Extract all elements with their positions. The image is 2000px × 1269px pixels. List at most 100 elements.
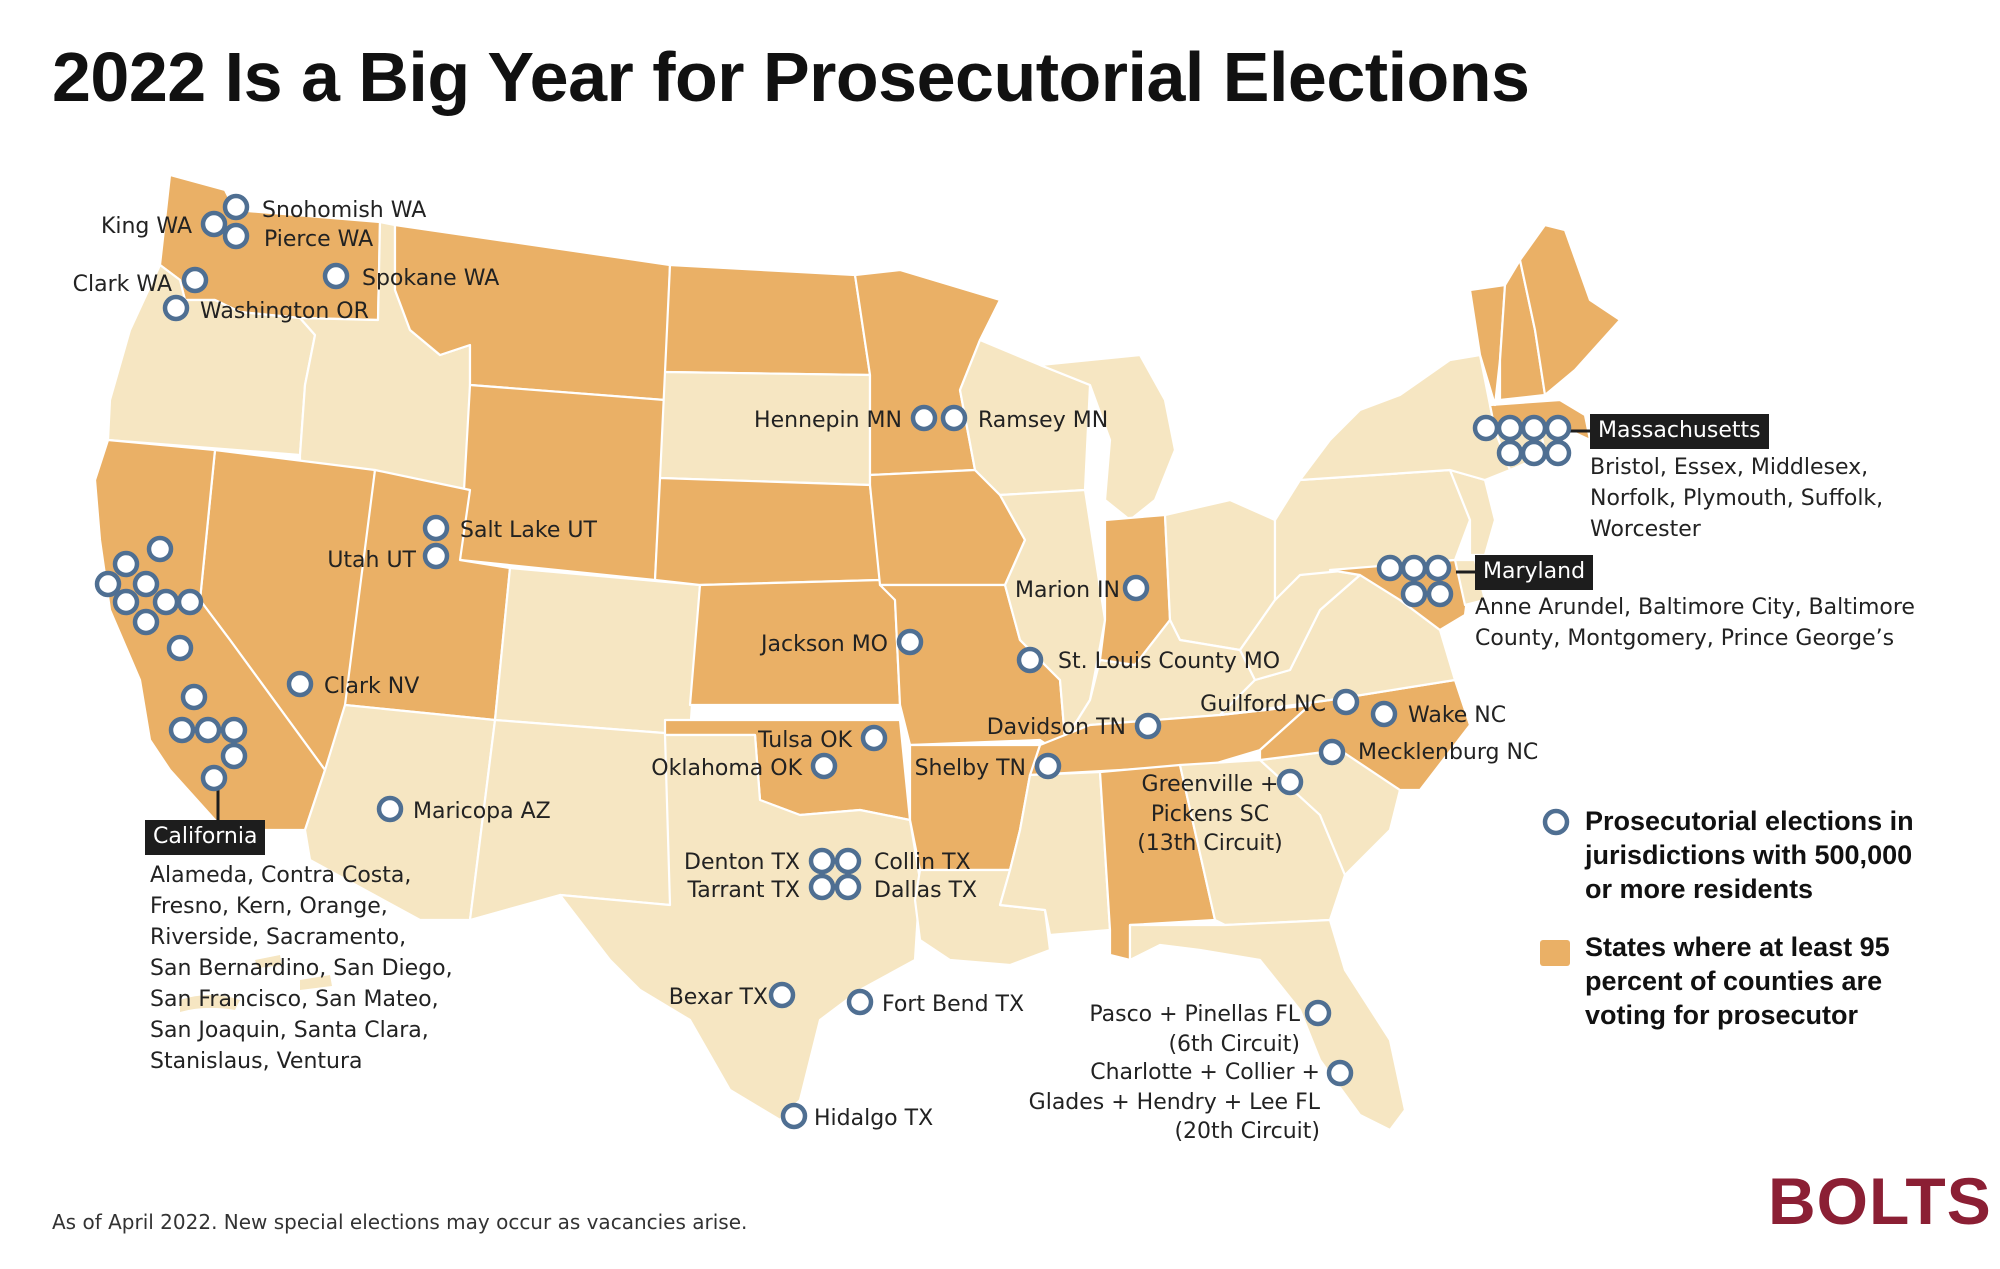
state-mi bbox=[1038, 353, 1177, 522]
label-tarrant: Tarrant TX bbox=[687, 878, 800, 903]
coast-islands bbox=[180, 955, 332, 1012]
label-pasco: Pasco + Pinellas FL (6th Circuit) bbox=[1020, 1000, 1300, 1059]
state-me bbox=[1518, 223, 1622, 397]
maryland-counties: Anne Arundel, Baltimore City, Baltimore … bbox=[1475, 592, 1915, 654]
marker-salt-lake bbox=[422, 514, 450, 542]
marker-ma-7 bbox=[1544, 439, 1572, 467]
label-king: King WA bbox=[100, 214, 192, 239]
state-co bbox=[493, 566, 702, 737]
footnote: As of April 2022. New special elections … bbox=[52, 1210, 748, 1234]
label-charlotte: Charlotte + Collier + Glades + Hendry + … bbox=[960, 1058, 1320, 1147]
marker-ca-13 bbox=[220, 716, 248, 744]
marker-ramsey bbox=[940, 404, 968, 432]
marker-ca-7 bbox=[176, 588, 204, 616]
legend-state-line-1: States where at least 95 bbox=[1585, 932, 1890, 962]
label-wake: Wake NC bbox=[1408, 703, 1507, 728]
marker-tulsa bbox=[860, 724, 888, 752]
marker-md-3 bbox=[1424, 554, 1452, 582]
marker-jackson bbox=[896, 628, 924, 656]
marker-st-louis bbox=[1016, 646, 1044, 674]
marker-shelby bbox=[1034, 752, 1062, 780]
bolts-logo: BOLTS bbox=[1768, 1164, 1992, 1238]
label-st-louis: St. Louis County MO bbox=[1058, 649, 1281, 674]
label-charlotte-line-3: (20th Circuit) bbox=[1174, 1119, 1320, 1145]
label-pasco-line-2: (6th Circuit) bbox=[1168, 1031, 1300, 1057]
label-charlotte-line-2: Glades + Hendry + Lee FL bbox=[1028, 1089, 1320, 1115]
marker-marion bbox=[1122, 574, 1150, 602]
marker-oklahoma bbox=[810, 752, 838, 780]
state-tx bbox=[558, 733, 922, 1122]
marker-ma-6 bbox=[1520, 439, 1548, 467]
legend-state-swatch bbox=[1540, 940, 1570, 966]
marker-md-2 bbox=[1400, 554, 1428, 582]
california-counties-line-3: Riverside, Sacramento, bbox=[150, 925, 407, 950]
marker-ca-2 bbox=[112, 550, 140, 578]
california-counties-line-6: San Joaquin, Santa Clara, bbox=[150, 1018, 429, 1043]
marker-maricopa bbox=[376, 795, 404, 823]
marker-hidalgo bbox=[780, 1102, 808, 1130]
label-washington-or: Washington OR bbox=[200, 299, 369, 324]
page-title: 2022 Is a Big Year for Prosecutorial Ele… bbox=[52, 38, 1530, 116]
marker-ca-8 bbox=[132, 608, 160, 636]
label-bexar: Bexar TX bbox=[668, 985, 768, 1010]
state-ne bbox=[653, 476, 882, 587]
marker-king bbox=[200, 210, 228, 238]
label-hennepin: Hennepin MN bbox=[754, 408, 902, 433]
marker-hennepin bbox=[910, 404, 938, 432]
legend-state-text: States where at least 95 percent of coun… bbox=[1585, 930, 1890, 1032]
label-oklahoma: Oklahoma OK bbox=[651, 756, 802, 781]
state-nd bbox=[663, 263, 872, 377]
legend-state-line-3: voting for prosecutor bbox=[1585, 1000, 1859, 1030]
marker-ca-3 bbox=[94, 570, 122, 598]
legend-marker-line-1: Prosecutorial elections in bbox=[1585, 806, 1914, 836]
marker-pierce bbox=[222, 222, 250, 250]
label-jackson: Jackson MO bbox=[761, 632, 888, 657]
marker-md-5 bbox=[1426, 580, 1454, 608]
label-maricopa: Maricopa AZ bbox=[413, 799, 551, 824]
marker-davidson bbox=[1134, 712, 1162, 740]
marker-ma-5 bbox=[1496, 439, 1524, 467]
label-clark-wa: Clark WA bbox=[72, 272, 172, 297]
marker-ma-2 bbox=[1496, 414, 1524, 442]
label-davidson: Davidson TN bbox=[986, 715, 1126, 740]
marker-ma-3 bbox=[1520, 414, 1548, 442]
marker-snohomish bbox=[222, 193, 250, 221]
marker-dallas bbox=[834, 873, 862, 901]
label-salt-lake: Salt Lake UT bbox=[460, 518, 597, 543]
marker-mecklenburg bbox=[1318, 738, 1346, 766]
label-utah: Utah UT bbox=[327, 548, 416, 573]
california-counties: Alameda, Contra Costa, Fresno, Kern, Ora… bbox=[150, 860, 453, 1077]
marker-charlotte bbox=[1326, 1059, 1354, 1087]
label-pasco-line-1: Pasco + Pinellas FL bbox=[1089, 1002, 1300, 1027]
marker-spokane bbox=[322, 262, 350, 290]
marker-greenville bbox=[1276, 768, 1304, 796]
marker-fort-bend bbox=[846, 988, 874, 1016]
label-guilford: Guilford NC bbox=[1200, 692, 1326, 717]
label-clark-nv: Clark NV bbox=[324, 674, 420, 699]
massachusetts-counties-line-2: Norfolk, Plymouth, Suffolk, bbox=[1590, 486, 1884, 511]
massachusetts-counties: Bristol, Essex, Middlesex, Norfolk, Plym… bbox=[1590, 452, 1883, 545]
marker-clark-wa bbox=[181, 266, 209, 294]
marker-ca-11 bbox=[168, 716, 196, 744]
state-il bbox=[998, 488, 1107, 742]
state-wi bbox=[958, 338, 1092, 497]
label-marion: Marion IN bbox=[1015, 578, 1120, 603]
state-vt bbox=[1468, 283, 1507, 407]
maryland-counties-line-1: Anne Arundel, Baltimore City, Baltimore bbox=[1475, 595, 1915, 620]
california-counties-line-5: San Francisco, San Mateo, bbox=[150, 987, 439, 1012]
legend-state-line-2: percent of counties are bbox=[1585, 966, 1883, 996]
election-markers bbox=[94, 193, 1572, 1130]
maryland-tag: Maryland bbox=[1475, 555, 1594, 590]
california-counties-line-4: San Bernardino, San Diego, bbox=[150, 956, 453, 981]
marker-utah bbox=[422, 542, 450, 570]
marker-clark-nv bbox=[286, 670, 314, 698]
legend-marker-line-3: or more residents bbox=[1585, 874, 1814, 904]
label-greenville-line-1: Greenville + bbox=[1141, 772, 1279, 797]
marker-collin bbox=[834, 847, 862, 875]
marker-md-4 bbox=[1400, 580, 1428, 608]
label-snohomish: Snohomish WA bbox=[262, 198, 427, 223]
state-shapes bbox=[93, 173, 1622, 1132]
label-tulsa: Tulsa OK bbox=[758, 728, 852, 753]
legend-marker-line-2: jurisdictions with 500,000 bbox=[1585, 840, 1913, 870]
marker-ca-14 bbox=[220, 742, 248, 770]
